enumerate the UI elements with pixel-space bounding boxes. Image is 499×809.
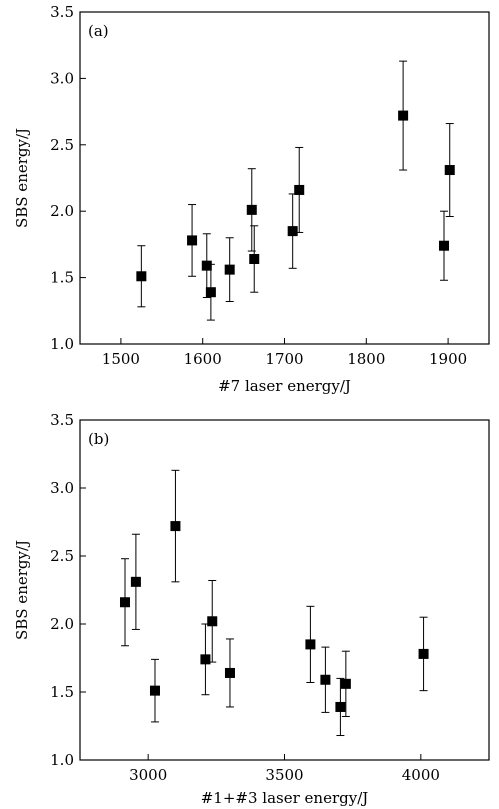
x-tick-label: 3500 xyxy=(265,766,303,784)
data-point xyxy=(287,193,298,269)
y-axis-ticks: 1.0 1.5 2.0 2.5 3.0 3.5 xyxy=(50,3,86,353)
square-marker xyxy=(224,667,235,678)
data-point xyxy=(130,533,141,630)
square-marker xyxy=(201,260,212,271)
y-axis-label: SBS energy/J xyxy=(13,128,31,228)
square-marker xyxy=(149,685,160,696)
square-marker xyxy=(287,226,298,237)
x-tick-label: 1900 xyxy=(429,350,467,368)
square-marker xyxy=(130,576,141,587)
square-marker xyxy=(207,616,218,627)
y-tick-label: 1.0 xyxy=(50,335,74,353)
square-marker xyxy=(246,204,257,215)
data-point xyxy=(224,638,235,708)
square-marker xyxy=(294,184,305,195)
plot-frame xyxy=(79,419,490,761)
data-point xyxy=(205,263,216,321)
panel-label: (b) xyxy=(88,430,109,448)
data-point xyxy=(335,677,346,737)
square-marker xyxy=(249,254,260,265)
square-marker xyxy=(444,165,455,176)
x-axis-label: #7 laser energy/J xyxy=(218,377,351,395)
x-tick-label: 3000 xyxy=(129,766,167,784)
y-axis-label: SBS energy/J xyxy=(13,540,31,640)
data-point xyxy=(444,123,455,218)
square-marker xyxy=(439,240,450,251)
y-tick-label: 2.5 xyxy=(50,547,74,565)
y-tick-label: 3.5 xyxy=(50,3,74,21)
square-marker xyxy=(398,110,409,121)
y-tick-label: 2.0 xyxy=(50,202,74,220)
data-point xyxy=(320,646,331,713)
data-point xyxy=(119,558,130,647)
data-point xyxy=(418,616,429,692)
panel-label: (a) xyxy=(88,22,109,40)
data-point xyxy=(201,233,212,299)
x-tick-label: 1800 xyxy=(347,350,385,368)
y-tick-label: 2.0 xyxy=(50,615,74,633)
y-tick-label: 3.0 xyxy=(50,69,74,87)
data-point xyxy=(249,225,260,293)
square-marker xyxy=(136,271,147,282)
x-axis-ticks: 1500 1600 1700 1800 1900 xyxy=(102,338,467,368)
square-marker xyxy=(187,235,198,246)
square-marker xyxy=(224,264,235,275)
square-marker xyxy=(205,287,216,298)
y-tick-label: 3.0 xyxy=(50,479,74,497)
data-point xyxy=(439,210,450,281)
x-tick-label: 1700 xyxy=(265,350,303,368)
data-point xyxy=(136,245,147,308)
y-axis-ticks: 1.0 1.5 2.0 2.5 3.0 3.5 xyxy=(50,411,86,769)
y-tick-label: 3.5 xyxy=(50,411,74,429)
x-axis-label: #1+#3 laser energy/J xyxy=(201,789,369,807)
data-point xyxy=(246,168,257,252)
data-point xyxy=(305,605,316,683)
square-marker xyxy=(340,678,351,689)
y-tick-label: 1.5 xyxy=(50,683,74,701)
y-tick-label: 1.0 xyxy=(50,751,74,769)
chart-panel-b: (b) 3000 3500 4000 1.0 1.5 2.0 2.5 3.0 3.5 #1+#… xyxy=(13,411,490,807)
data-point xyxy=(224,237,235,303)
square-marker xyxy=(305,639,316,650)
data-points xyxy=(119,469,429,737)
data-point xyxy=(294,146,305,233)
data-point xyxy=(187,204,198,277)
x-tick-label: 4000 xyxy=(402,766,440,784)
square-marker xyxy=(119,597,130,608)
data-point xyxy=(340,650,351,717)
chart-panel-a: (a) 1500 1600 1700 1800 1900 1.0 1.5 2.0 2.5 3.0… xyxy=(13,3,490,395)
data-point xyxy=(200,623,211,696)
data-points xyxy=(136,60,455,321)
square-marker xyxy=(418,648,429,659)
y-tick-label: 2.5 xyxy=(50,136,74,154)
x-tick-label: 1500 xyxy=(102,350,140,368)
square-marker xyxy=(170,521,181,532)
square-marker xyxy=(200,654,211,665)
data-point xyxy=(170,469,181,583)
x-axis-ticks: 3000 3500 4000 xyxy=(129,754,440,784)
y-tick-label: 1.5 xyxy=(50,269,74,287)
x-tick-label: 1600 xyxy=(184,350,222,368)
data-point xyxy=(149,658,160,723)
square-marker xyxy=(335,701,346,712)
square-marker xyxy=(320,674,331,685)
data-point xyxy=(398,60,409,171)
data-point xyxy=(207,579,218,663)
